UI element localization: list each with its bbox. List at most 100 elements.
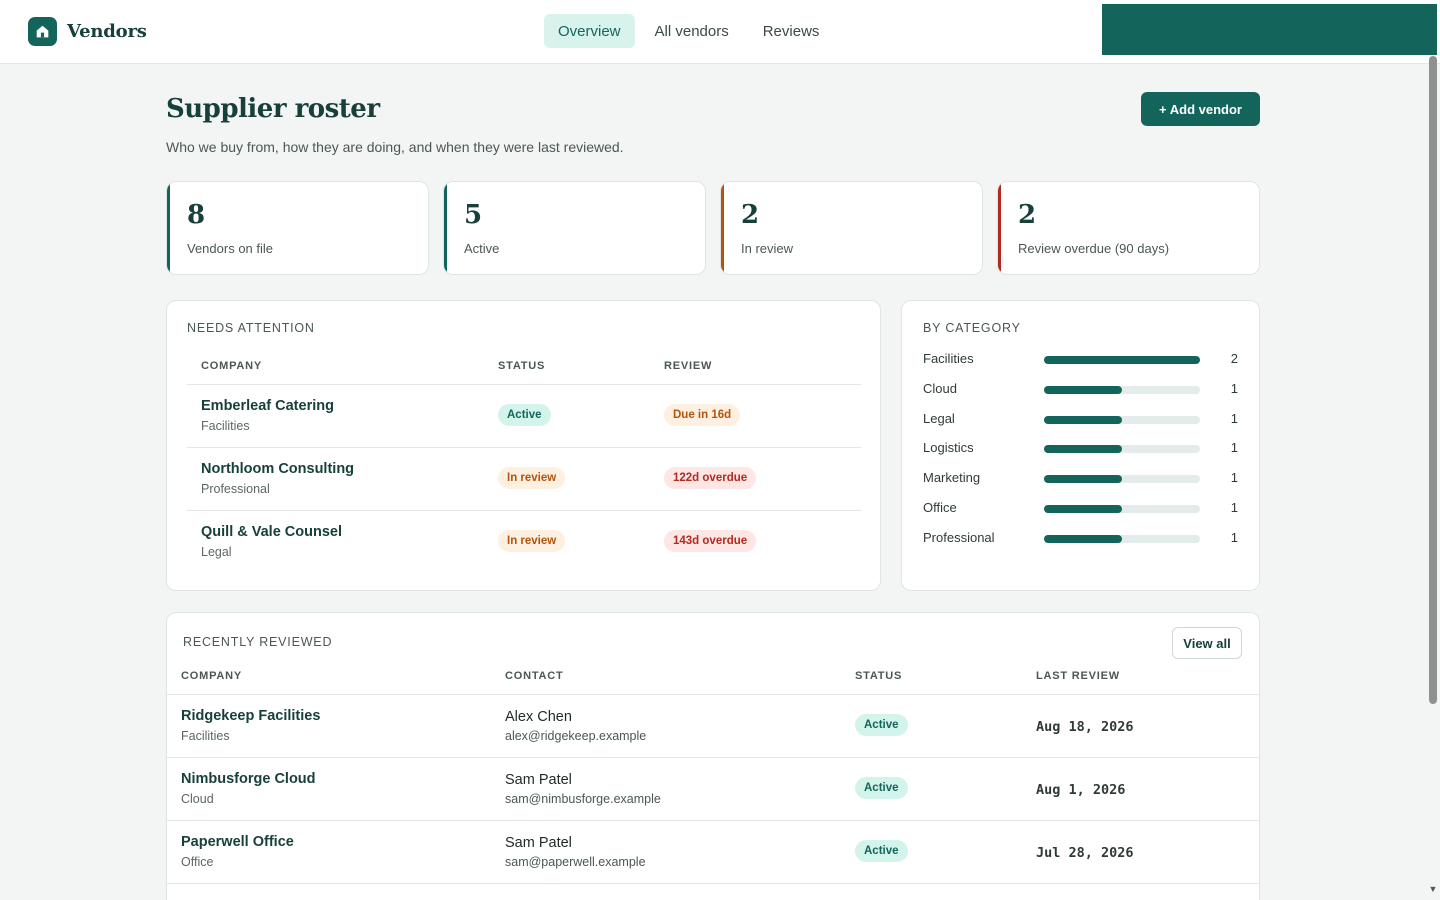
category-bar-fill xyxy=(1044,385,1122,394)
panel-title: NEEDS ATTENTION xyxy=(187,321,315,335)
category-label: Office xyxy=(923,500,957,515)
tab-overview[interactable]: Overview xyxy=(544,14,635,48)
category-bar-track xyxy=(1044,385,1200,394)
column-header-status[interactable]: STATUS xyxy=(855,670,903,682)
company-name[interactable]: Northloom Consulting xyxy=(201,461,355,477)
divider xyxy=(167,820,1259,821)
stat-card-in-review: 2 In review xyxy=(720,181,983,275)
page-title: Supplier roster xyxy=(166,94,380,124)
contact-name: Sam Patel xyxy=(505,772,572,788)
company-name[interactable]: Nimbusforge Cloud xyxy=(181,771,316,787)
contact-name: Sam Patel xyxy=(505,835,572,851)
add-vendor-button[interactable]: + Add vendor xyxy=(1141,92,1260,126)
category-bar-track xyxy=(1044,415,1200,424)
last-review-date: Aug 18, 2026 xyxy=(1036,719,1134,735)
stat-value: 2 xyxy=(741,200,760,230)
stat-value: 8 xyxy=(187,200,206,230)
category-label: Cloud xyxy=(923,380,957,396)
category-count: 1 xyxy=(1230,410,1238,426)
brand[interactable]: Vendors xyxy=(28,17,147,46)
stat-card-active: 5 Active xyxy=(443,181,706,275)
status-badge: Active xyxy=(855,777,908,799)
last-review-date: Aug 1, 2026 xyxy=(1036,782,1126,798)
company-category: Professional xyxy=(201,482,270,496)
contact-name: Alex Chen xyxy=(505,709,572,725)
view-all-button[interactable]: View all xyxy=(1172,627,1242,659)
company-name[interactable]: Ridgekeep Facilities xyxy=(181,708,321,724)
column-header-review[interactable]: REVIEW xyxy=(664,360,713,372)
home-icon xyxy=(28,17,57,46)
status-badge: In review xyxy=(498,467,566,489)
status-badge: In review xyxy=(498,530,566,552)
status-badge: Active xyxy=(855,714,908,736)
column-header-company[interactable]: COMPANY xyxy=(181,670,243,682)
category-label: Facilities xyxy=(923,351,974,366)
last-review-date: Jul 28, 2026 xyxy=(1036,845,1134,861)
category-bar-fill xyxy=(1044,445,1122,454)
stat-label: Active xyxy=(464,241,500,256)
contact-email[interactable]: sam@paperwell.example xyxy=(505,855,646,869)
scroll-down-arrow-icon[interactable]: ▼ xyxy=(1428,884,1438,894)
review-badge: 122d overdue xyxy=(664,467,757,489)
category-bar-fill xyxy=(1044,534,1122,543)
panel-title: RECENTLY REVIEWED xyxy=(183,635,333,649)
company-category: Cloud xyxy=(181,792,214,806)
category-count: 1 xyxy=(1230,470,1238,486)
header-banner xyxy=(1102,4,1437,55)
divider xyxy=(167,883,1259,884)
top-bar: Vendors Overview All vendors Reviews xyxy=(0,0,1440,64)
company-name[interactable]: Emberleaf Catering xyxy=(201,398,334,414)
category-count: 2 xyxy=(1230,351,1238,366)
stat-card-overdue: 2 Review overdue (90 days) xyxy=(997,181,1260,275)
category-bar-fill xyxy=(1044,505,1122,513)
company-name[interactable]: Paperwell Office xyxy=(181,834,294,850)
stat-label: Review overdue (90 days) xyxy=(1018,241,1170,256)
stat-card-vendors: 8 Vendors on file xyxy=(166,181,429,275)
tab-reviews[interactable]: Reviews xyxy=(762,22,820,40)
company-name[interactable]: Quill & Vale Counsel xyxy=(201,524,343,540)
panel-title: BY CATEGORY xyxy=(923,321,1021,335)
category-bar-fill xyxy=(1044,475,1122,484)
scrollbar-thumb[interactable] xyxy=(1429,56,1437,704)
company-category: Office xyxy=(181,855,214,869)
category-bar-track xyxy=(1044,534,1200,543)
review-badge: 143d overdue xyxy=(664,530,757,552)
category-label: Marketing xyxy=(923,470,981,486)
app-name: Vendors xyxy=(67,21,147,42)
category-count: 1 xyxy=(1230,440,1238,456)
company-category: Facilities xyxy=(201,419,250,433)
category-bar-track xyxy=(1044,505,1200,513)
category-label: Professional xyxy=(923,529,995,545)
page-subtitle: Who we buy from, how they are doing, and… xyxy=(166,139,624,155)
stat-label: In review xyxy=(741,241,794,256)
status-badge: Active xyxy=(498,404,551,426)
divider xyxy=(187,510,861,511)
category-count: 1 xyxy=(1230,500,1238,515)
tab-all-vendors[interactable]: All vendors xyxy=(654,22,729,40)
category-bar-fill xyxy=(1044,415,1122,424)
company-category: Legal xyxy=(201,545,232,559)
divider xyxy=(167,694,1259,695)
by-category-panel: BY CATEGORY Facilities 2 Cloud 1 Legal 1 Logis… xyxy=(901,300,1260,591)
category-bar-fill xyxy=(1044,356,1200,364)
category-count: 1 xyxy=(1230,380,1238,396)
divider xyxy=(187,447,861,448)
review-badge: Due in 16d xyxy=(664,404,741,426)
category-count: 1 xyxy=(1230,529,1238,545)
divider xyxy=(187,384,861,385)
contact-email[interactable]: alex@ridgekeep.example xyxy=(505,729,647,743)
stat-label: Vendors on file xyxy=(187,241,274,256)
stat-value: 2 xyxy=(1018,200,1037,230)
status-badge: Active xyxy=(855,840,908,862)
column-header-last-review[interactable]: LAST REVIEW xyxy=(1036,670,1120,682)
category-bar-track xyxy=(1044,445,1200,454)
column-header-contact[interactable]: CONTACT xyxy=(505,670,564,682)
category-bar-track xyxy=(1044,475,1200,484)
contact-email[interactable]: sam@nimbusforge.example xyxy=(505,792,661,806)
category-label: Logistics xyxy=(923,440,974,456)
category-label: Legal xyxy=(923,410,955,426)
category-bar-track xyxy=(1044,356,1200,364)
company-category: Facilities xyxy=(181,729,230,743)
column-header-status[interactable]: STATUS xyxy=(498,360,546,372)
column-header-company[interactable]: COMPANY xyxy=(201,360,263,372)
